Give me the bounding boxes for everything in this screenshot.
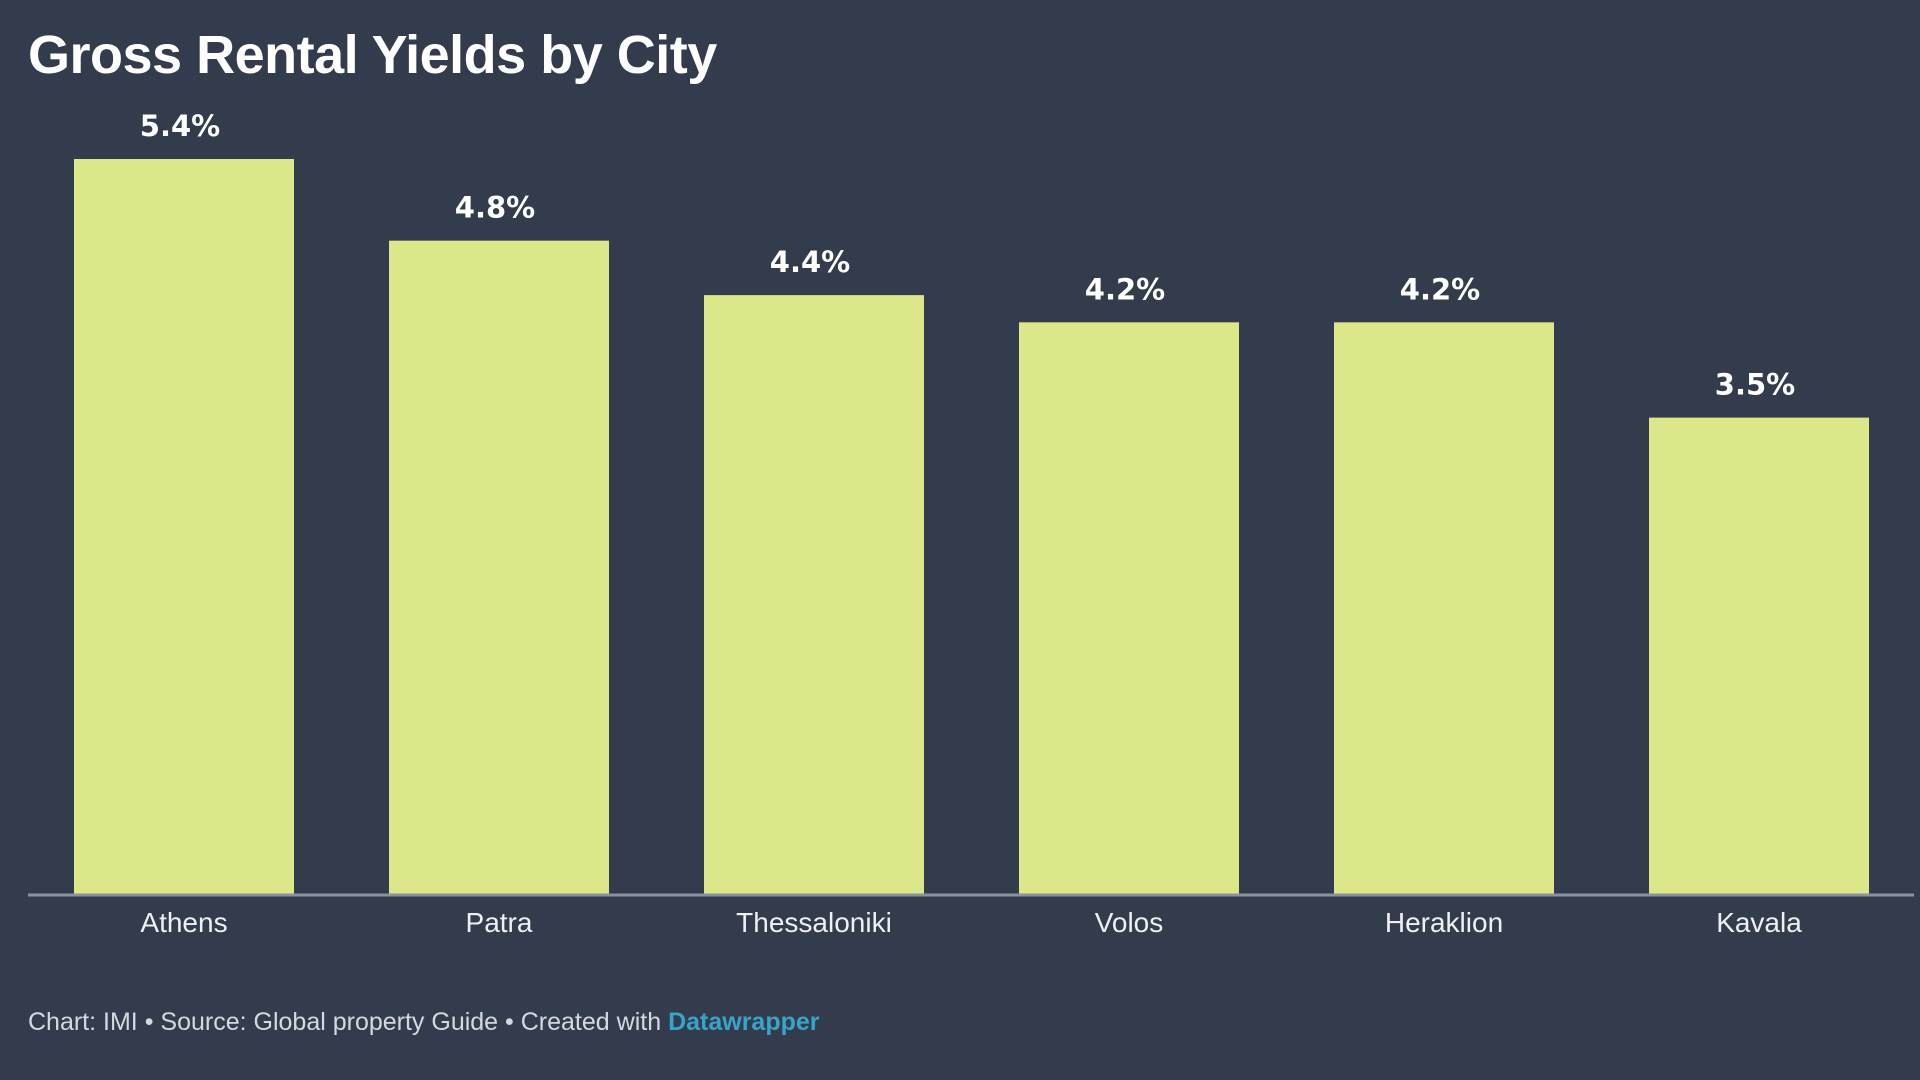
value-label-kavala: 3.5% <box>1715 368 1795 402</box>
value-label-heraklion: 4.2% <box>1400 272 1480 306</box>
bar-chart: 5.4% 4.8% 4.4% 4.2% 4.2% 3.5% Athens Patra Thes… <box>28 109 1914 938</box>
bar-volos <box>1019 322 1239 894</box>
bar-kavala <box>1649 417 1869 894</box>
bar-patra <box>389 240 609 894</box>
created-with-text: Created with <box>520 1008 662 1036</box>
bar-thessaloniki <box>704 295 924 895</box>
category-label-thessaloniki: Thessaloniki <box>736 907 892 938</box>
value-label-thessaloniki: 4.4% <box>770 245 850 279</box>
category-label-kavala: Kavala <box>1716 907 1802 938</box>
category-label-athens: Athens <box>140 907 227 938</box>
footer-separator: • <box>137 1008 161 1036</box>
category-label-patra: Patra <box>466 907 533 938</box>
value-label-athens: 5.4% <box>140 109 220 143</box>
datawrapper-link[interactable]: Datawrapper <box>668 1008 820 1036</box>
value-label-patra: 4.8% <box>455 191 535 225</box>
value-labels-group: 5.4% 4.8% 4.4% 4.2% 4.2% 3.5% <box>140 109 1795 402</box>
chart-title: Gross Rental Yields by City <box>28 25 717 85</box>
bar-heraklion <box>1334 322 1554 894</box>
chart-credit: Chart: IMI <box>28 1008 138 1036</box>
bars-group <box>74 159 1869 895</box>
category-labels-group: Athens Patra Thessaloniki Volos Heraklion Kav… <box>140 907 1802 938</box>
value-label-volos: 4.2% <box>1085 272 1165 306</box>
bar-athens <box>74 159 294 894</box>
category-label-heraklion: Heraklion <box>1385 907 1503 938</box>
source-text: Source: Global property Guide <box>160 1008 499 1036</box>
category-label-volos: Volos <box>1095 907 1164 938</box>
footer-separator: • <box>498 1008 521 1036</box>
chart-footer: Chart: IMI • Source: Global property Gui… <box>28 1008 820 1037</box>
